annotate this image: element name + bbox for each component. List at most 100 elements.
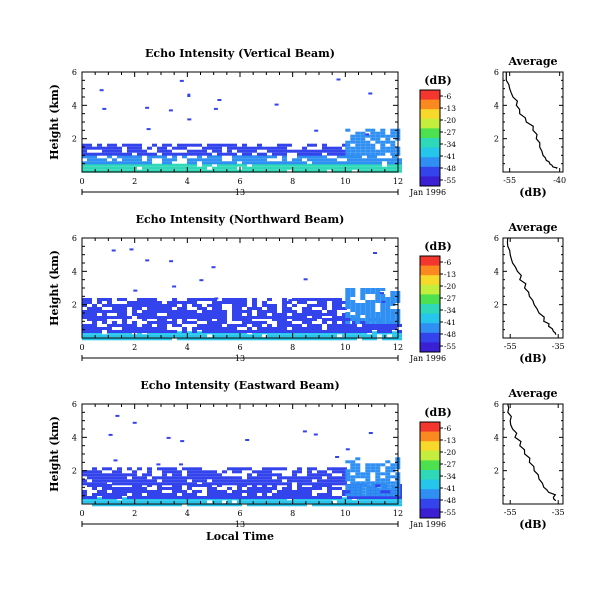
heatmap-cell [232, 330, 237, 333]
heatmap-cell [352, 161, 357, 165]
heatmap-cell [147, 467, 152, 471]
heatmap-cell [337, 301, 342, 304]
heatmap-cell [222, 169, 227, 173]
heatmap-cell [382, 327, 387, 330]
heatmap-cell [317, 163, 322, 167]
heatmap-cell [172, 310, 177, 313]
y-tick-label: 4 [72, 101, 77, 110]
heatmap-cell [157, 307, 162, 310]
heatmap-cell [162, 149, 167, 153]
heatmap-cell [312, 163, 317, 167]
heatmap-cell [137, 163, 142, 167]
heatmap-cell [375, 318, 381, 321]
heatmap-cell [347, 330, 352, 333]
colorbar-tick-label: -6 [444, 424, 452, 433]
heatmap-cell [192, 337, 197, 341]
heatmap-cell [370, 149, 376, 153]
heatmap-cell [277, 161, 282, 165]
heatmap-cell [360, 318, 366, 321]
heatmap-cell [360, 149, 366, 153]
heatmap-cell [217, 500, 222, 504]
heatmap-cell [192, 169, 197, 173]
heatmap-cell [162, 470, 167, 474]
heatmap-cell [197, 169, 202, 173]
heatmap-cell [137, 316, 142, 319]
heatmap-cell [177, 331, 182, 335]
y-axis-label: Height (km) [48, 416, 61, 492]
heatmap-cell [277, 313, 282, 316]
heatmap-cell [179, 79, 184, 82]
heatmap-cell [257, 334, 262, 338]
heatmap-cell [247, 327, 252, 330]
heatmap-cell [242, 161, 247, 165]
heatmap-cell [267, 473, 272, 477]
x-tick-label: 2 [132, 509, 137, 518]
heatmap-cell [127, 500, 132, 504]
heatmap-cell [342, 476, 347, 480]
heatmap-cell [132, 313, 137, 316]
heatmap-cell [227, 482, 232, 486]
heatmap-cell [182, 337, 187, 341]
heatmap-cell [87, 152, 92, 156]
heatmap-cell [217, 169, 222, 173]
heatmap-cell [87, 298, 92, 301]
heatmap-cell [182, 482, 187, 486]
heatmap-cell [257, 503, 262, 507]
heatmap-cell [277, 473, 282, 477]
colorbar-swatch [420, 431, 440, 442]
heatmap-cell [345, 460, 351, 464]
heatmap-cell [327, 490, 332, 493]
heatmap-cell [102, 169, 107, 173]
heatmap-cell [307, 470, 312, 474]
heatmap-cell [370, 131, 376, 135]
heatmap-cell [385, 472, 391, 476]
heatmap-cell [397, 163, 402, 167]
heatmap-cell [82, 473, 87, 477]
heatmap-cell [232, 310, 237, 313]
heatmap-cell [342, 163, 347, 167]
heatmap-cell [345, 484, 351, 488]
heatmap-cell [252, 169, 257, 173]
heatmap-cell [327, 163, 332, 167]
heatmap-cell [237, 155, 242, 159]
heatmap-cell [232, 146, 237, 150]
chart-title: Echo Intensity (Vertical Beam) [145, 47, 335, 60]
heatmap-cell [387, 161, 392, 165]
heatmap-cell [207, 337, 212, 341]
heatmap-cell [142, 500, 147, 504]
heatmap-cell [187, 149, 192, 153]
heatmap-cell [282, 496, 287, 499]
heatmap-cell [267, 479, 272, 483]
heatmap-cell [182, 493, 187, 496]
heatmap-cell [242, 467, 247, 471]
heatmap-cell [82, 169, 87, 173]
heatmap-cell [247, 496, 252, 499]
heatmap-cell [177, 487, 182, 490]
heatmap-cell [112, 310, 117, 313]
heatmap-cell [312, 298, 317, 301]
heatmap-cell [282, 476, 287, 480]
heatmap-cell [372, 500, 377, 504]
heatmap-cell [202, 484, 207, 487]
heatmap-cell [365, 490, 371, 494]
heatmap-cell [312, 484, 317, 487]
heatmap-cell [342, 301, 347, 304]
colorbar-tick-label: -34 [444, 472, 456, 481]
heatmap-cell [107, 496, 112, 499]
heatmap-cell [157, 496, 162, 499]
colorbar-tick-label: -13 [444, 104, 456, 113]
heatmap-cell [92, 155, 97, 159]
heatmap-cell [355, 140, 361, 144]
colorbar-swatch [420, 138, 440, 149]
heatmap-cell [350, 137, 356, 141]
heatmap-cell [257, 158, 262, 162]
heatmap-cell [192, 330, 197, 333]
heatmap-cell [92, 476, 97, 480]
heatmap-cell [327, 479, 332, 483]
heatmap-cell [392, 166, 397, 170]
heatmap-cell [142, 318, 147, 321]
heatmap-cell [380, 321, 386, 324]
heatmap-cell [267, 316, 272, 319]
heatmap-cell [167, 496, 172, 499]
heatmap-cell [167, 307, 172, 310]
